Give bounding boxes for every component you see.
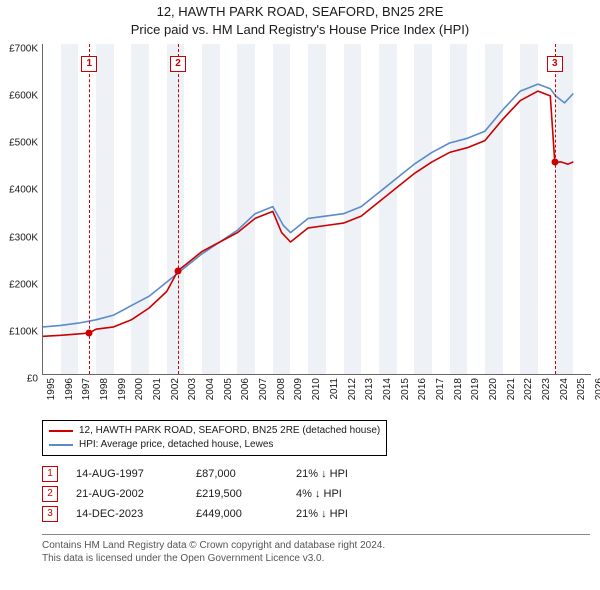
x-tick-label: 2000 xyxy=(134,378,145,410)
txn-pct-vs-hpi: 21% ↓ HPI xyxy=(296,468,416,480)
x-tick-label: 2003 xyxy=(187,378,198,410)
x-tick-label: 2006 xyxy=(240,378,251,410)
marker-box-1: 1 xyxy=(81,56,97,72)
marker-line-1 xyxy=(89,44,90,374)
y-tick-label: £500K xyxy=(9,138,38,149)
txn-price: £449,000 xyxy=(196,508,296,520)
txn-pct-vs-hpi: 21% ↓ HPI xyxy=(296,508,416,520)
marker-box-3: 3 xyxy=(547,56,563,72)
x-tick-label: 2008 xyxy=(276,378,287,410)
marker-dot-1 xyxy=(86,330,93,337)
marker-box-2: 2 xyxy=(170,56,186,72)
series-hpi xyxy=(43,84,573,327)
x-tick-label: 2015 xyxy=(400,378,411,410)
y-tick-label: £200K xyxy=(9,279,38,290)
table-row: 2 21-AUG-2002 £219,500 4% ↓ HPI xyxy=(42,484,416,504)
chart-title-line1: 12, HAWTH PARK ROAD, SEAFORD, BN25 2RE xyxy=(0,4,600,19)
txn-marker-1: 1 xyxy=(42,466,58,482)
y-tick-label: £300K xyxy=(9,232,38,243)
x-tick-label: 2021 xyxy=(506,378,517,410)
x-tick-label: 1995 xyxy=(46,378,57,410)
x-tick-label: 1996 xyxy=(64,378,75,410)
x-tick-label: 2005 xyxy=(223,378,234,410)
txn-date: 14-AUG-1997 xyxy=(76,468,196,480)
legend-label-property: 12, HAWTH PARK ROAD, SEAFORD, BN25 2RE (… xyxy=(79,424,380,438)
txn-marker-2: 2 xyxy=(42,486,58,502)
x-tick-label: 2026 xyxy=(594,378,600,410)
txn-price: £87,000 xyxy=(196,468,296,480)
legend-swatch-hpi xyxy=(49,444,73,446)
y-tick-label: £0 xyxy=(27,374,38,385)
txn-price: £219,500 xyxy=(196,488,296,500)
price-chart: 1 2 3 xyxy=(42,44,591,375)
x-tick-label: 2012 xyxy=(347,378,358,410)
y-tick-label: £700K xyxy=(9,44,38,55)
footer-line-1: Contains HM Land Registry data © Crown c… xyxy=(42,539,590,552)
txn-marker-3: 3 xyxy=(42,506,58,522)
series-property xyxy=(43,91,573,336)
x-tick-label: 2017 xyxy=(435,378,446,410)
attribution-footer: Contains HM Land Registry data © Crown c… xyxy=(42,534,590,565)
x-tick-label: 2019 xyxy=(470,378,481,410)
x-tick-label: 2009 xyxy=(293,378,304,410)
x-tick-label: 2014 xyxy=(382,378,393,410)
x-tick-label: 2002 xyxy=(170,378,181,410)
y-tick-label: £400K xyxy=(9,185,38,196)
y-tick-label: £600K xyxy=(9,91,38,102)
txn-pct-vs-hpi: 4% ↓ HPI xyxy=(296,488,416,500)
txn-date: 14-DEC-2023 xyxy=(76,508,196,520)
legend-swatch-property xyxy=(49,430,73,432)
x-tick-label: 2024 xyxy=(559,378,570,410)
table-row: 3 14-DEC-2023 £449,000 21% ↓ HPI xyxy=(42,504,416,524)
x-tick-label: 2023 xyxy=(541,378,552,410)
x-tick-label: 2001 xyxy=(152,378,163,410)
transactions-table: 1 14-AUG-1997 £87,000 21% ↓ HPI 2 21-AUG… xyxy=(42,464,416,524)
table-row: 1 14-AUG-1997 £87,000 21% ↓ HPI xyxy=(42,464,416,484)
x-tick-label: 2007 xyxy=(258,378,269,410)
chart-legend: 12, HAWTH PARK ROAD, SEAFORD, BN25 2RE (… xyxy=(42,420,387,456)
x-tick-label: 2025 xyxy=(576,378,587,410)
txn-date: 21-AUG-2002 xyxy=(76,488,196,500)
series-svg xyxy=(43,44,591,374)
x-tick-label: 2022 xyxy=(523,378,534,410)
legend-item-hpi: HPI: Average price, detached house, Lewe… xyxy=(49,438,380,452)
x-tick-label: 2016 xyxy=(417,378,428,410)
marker-dot-3 xyxy=(551,159,558,166)
chart-title-line2: Price paid vs. HM Land Registry's House … xyxy=(0,22,600,37)
footer-line-2: This data is licensed under the Open Gov… xyxy=(42,552,590,565)
x-tick-label: 2020 xyxy=(488,378,499,410)
marker-line-3 xyxy=(555,44,556,374)
x-tick-label: 2013 xyxy=(364,378,375,410)
x-tick-label: 1998 xyxy=(99,378,110,410)
legend-item-property: 12, HAWTH PARK ROAD, SEAFORD, BN25 2RE (… xyxy=(49,424,380,438)
marker-dot-2 xyxy=(175,267,182,274)
x-tick-label: 1999 xyxy=(117,378,128,410)
x-tick-label: 2011 xyxy=(329,378,340,410)
x-tick-label: 2010 xyxy=(311,378,322,410)
x-tick-label: 2018 xyxy=(453,378,464,410)
x-tick-label: 1997 xyxy=(81,378,92,410)
legend-label-hpi: HPI: Average price, detached house, Lewe… xyxy=(79,438,273,452)
marker-line-2 xyxy=(178,44,179,374)
y-tick-label: £100K xyxy=(9,326,38,337)
x-tick-label: 2004 xyxy=(205,378,216,410)
